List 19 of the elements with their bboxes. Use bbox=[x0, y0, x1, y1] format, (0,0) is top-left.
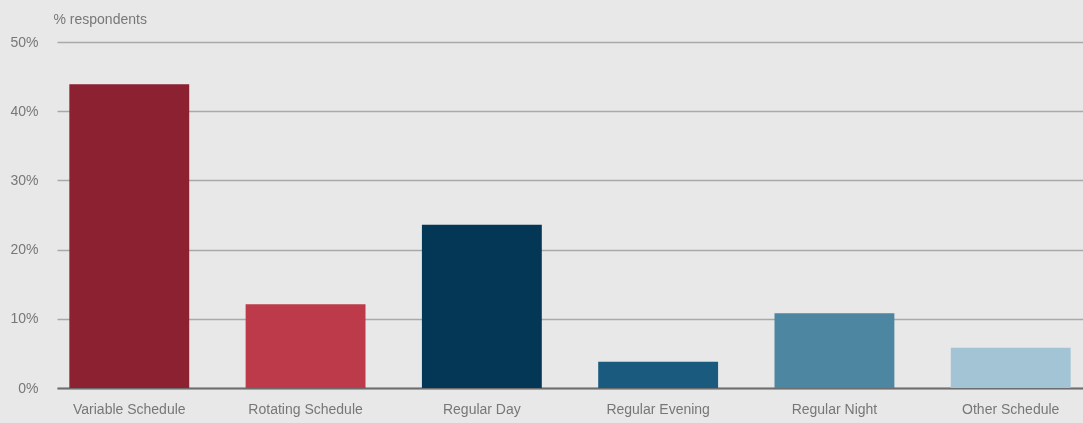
bar bbox=[598, 361, 719, 388]
y-tick-label: 0% bbox=[18, 379, 39, 396]
x-tick-label: Regular Evening bbox=[606, 400, 710, 417]
x-tick-label: Regular Night bbox=[791, 400, 878, 417]
bar bbox=[245, 304, 366, 388]
x-tick-label: Variable Schedule bbox=[72, 400, 186, 417]
x-tick-label: Rotating Schedule bbox=[248, 400, 363, 417]
y-tick-label: 30% bbox=[10, 171, 39, 188]
y-axis-title: % respondents bbox=[53, 10, 147, 27]
x-tick-label: Regular Day bbox=[442, 400, 521, 417]
y-tick-label: 10% bbox=[10, 310, 39, 327]
y-tick-label: 20% bbox=[10, 241, 39, 258]
bar bbox=[774, 313, 895, 388]
y-tick-label: 40% bbox=[10, 102, 39, 119]
x-tick-label: Other Schedule bbox=[962, 400, 1060, 417]
bar bbox=[69, 84, 190, 388]
bar bbox=[950, 347, 1071, 388]
bar bbox=[421, 224, 542, 388]
y-tick-label: 50% bbox=[10, 33, 39, 50]
